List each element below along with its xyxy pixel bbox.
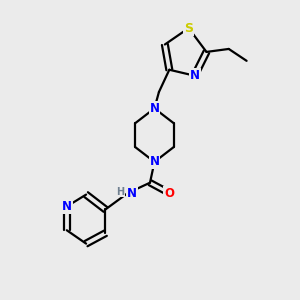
- Text: N: N: [190, 69, 200, 82]
- Text: N: N: [149, 155, 160, 168]
- Text: O: O: [164, 187, 174, 200]
- Text: N: N: [149, 102, 160, 115]
- Text: N: N: [62, 200, 72, 213]
- Text: S: S: [184, 22, 193, 34]
- Text: N: N: [127, 187, 137, 200]
- Text: H: H: [116, 187, 124, 196]
